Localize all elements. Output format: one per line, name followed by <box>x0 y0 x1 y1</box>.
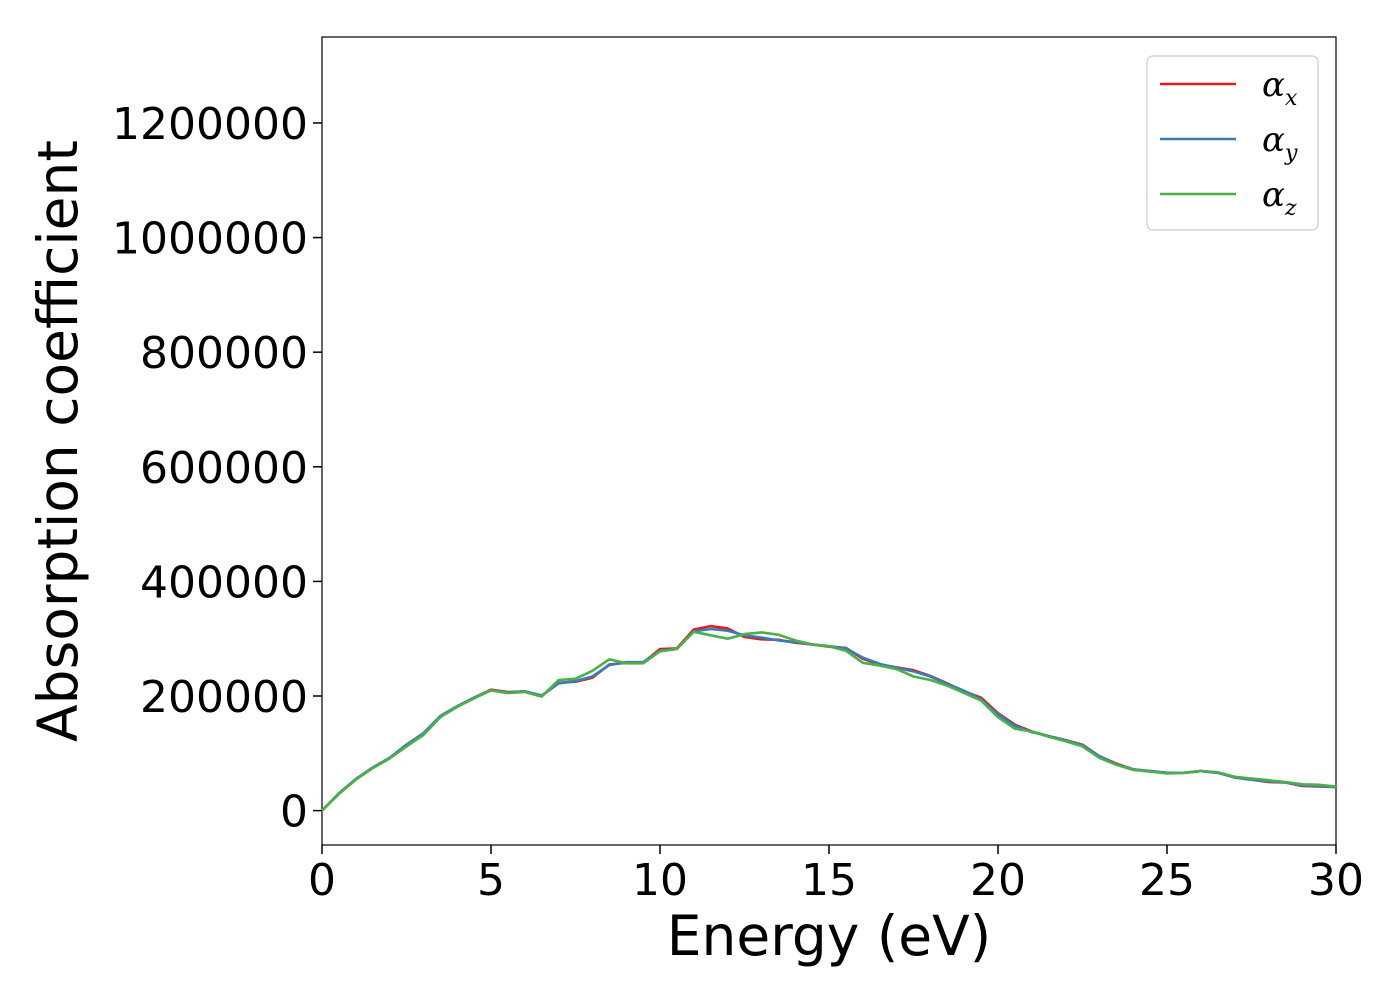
legend-box <box>1146 55 1319 231</box>
legend-label-z: αz <box>1262 175 1297 221</box>
x-tick-label: 30 <box>1308 855 1364 906</box>
x-axis-ticks: 0 5 10 15 20 25 30 <box>308 845 1364 906</box>
y-axis-ticks: 0 200000 400000 600000 800000 1000000 1200000 <box>112 99 322 838</box>
x-tick-label: 10 <box>632 855 688 906</box>
y-axis-label: Absorption coefficient <box>26 140 90 742</box>
y-tick-label: 400000 <box>140 557 308 608</box>
x-tick-label: 25 <box>1139 855 1195 906</box>
y-tick-label: 1200000 <box>112 99 308 150</box>
x-tick-label: 5 <box>477 855 505 906</box>
series-line-z <box>320 630 1338 812</box>
legend-label-y: αy <box>1262 120 1298 166</box>
y-tick-label: 200000 <box>140 672 308 723</box>
y-tick-label: 1000000 <box>112 214 308 265</box>
series-group <box>320 624 1338 812</box>
legend-label-x: αx <box>1262 65 1298 111</box>
x-tick-label: 20 <box>970 855 1026 906</box>
legend-items: αx αy αz <box>1160 65 1298 221</box>
x-tick-label: 0 <box>308 855 336 906</box>
x-tick-label: 15 <box>801 855 857 906</box>
x-axis-label: Energy (eV) <box>667 904 991 968</box>
y-tick-label: 800000 <box>140 328 308 379</box>
y-tick-label: 0 <box>280 787 308 838</box>
y-tick-label: 600000 <box>140 443 308 494</box>
legend: αx αy αz <box>1146 55 1319 231</box>
